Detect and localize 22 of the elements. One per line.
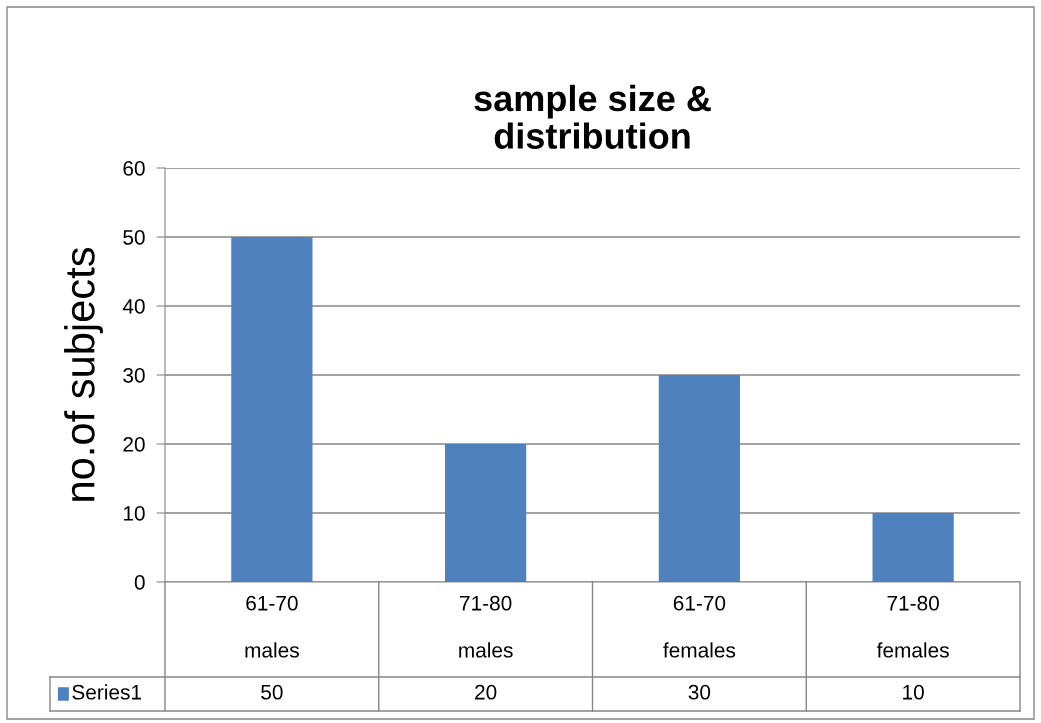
bar bbox=[872, 513, 954, 582]
category-label: 71-80 males bbox=[459, 595, 513, 658]
data-label: 30 bbox=[688, 684, 711, 700]
bar bbox=[231, 237, 313, 582]
y-tick-label: 40 bbox=[122, 299, 145, 314]
bar bbox=[445, 444, 527, 582]
category-label: 61-70 males bbox=[245, 595, 299, 658]
bar bbox=[658, 375, 740, 582]
data-label: 50 bbox=[261, 684, 283, 700]
y-tick-label: 10 bbox=[123, 506, 145, 521]
category-label: 61-70 females bbox=[663, 595, 736, 658]
data-label: 20 bbox=[475, 684, 497, 700]
y-tick-label: 0 bbox=[134, 575, 145, 590]
y-tick-label: 20 bbox=[123, 437, 145, 452]
data-label: 10 bbox=[903, 684, 924, 700]
category-label: 71-80 females bbox=[876, 595, 949, 658]
chart-title: sample size & distribution bbox=[474, 84, 711, 149]
y-tick-label: 60 bbox=[123, 161, 145, 176]
legend-label: Series1 bbox=[72, 684, 141, 700]
y-axis-title: no.of subjects bbox=[64, 247, 103, 501]
y-tick-label: 30 bbox=[123, 368, 145, 383]
y-tick-label: 50 bbox=[123, 230, 145, 245]
